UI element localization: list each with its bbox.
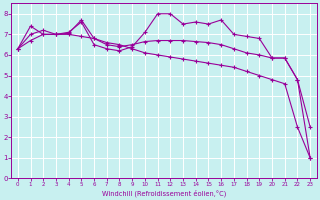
- X-axis label: Windchill (Refroidissement éolien,°C): Windchill (Refroidissement éolien,°C): [102, 189, 226, 197]
